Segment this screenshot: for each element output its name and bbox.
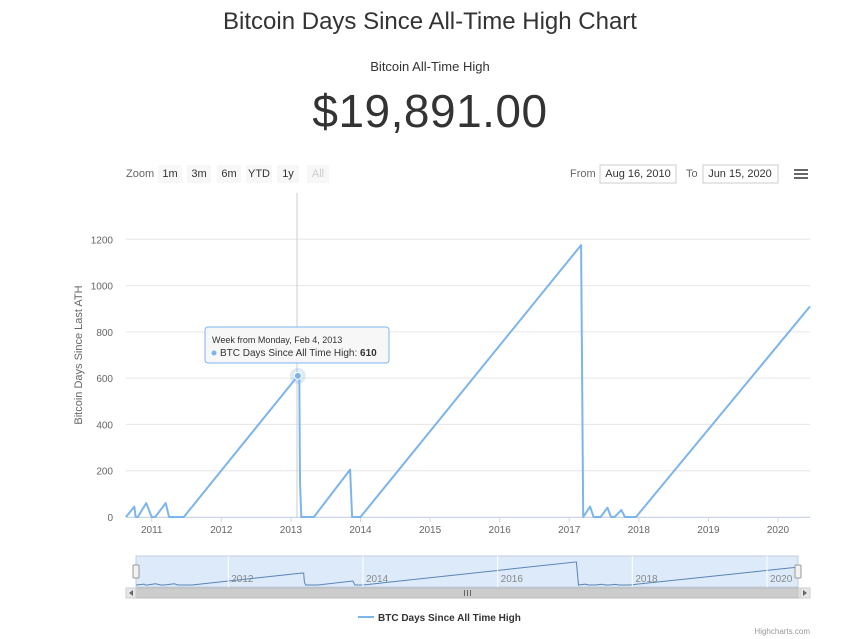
navigator-selection[interactable]: [135, 555, 799, 588]
x-tick-label: 2017: [558, 525, 581, 536]
to-label: To: [686, 168, 698, 180]
from-label: From: [570, 168, 596, 180]
x-tick-label: 2013: [280, 525, 303, 536]
tooltip: Week from Monday, Feb 4, 2013 BTC Days S…: [204, 326, 390, 364]
navigator-label: 2020: [770, 574, 793, 585]
x-axis-ticks: 2011 2012 2013 2014 2015 2016 2017 2018 2019 2020: [141, 517, 790, 536]
to-date-input[interactable]: [702, 164, 779, 184]
x-tick-label: 2016: [489, 525, 512, 536]
zoom-button-label-1m: 1m: [162, 168, 177, 180]
hamburger-menu-icon[interactable]: [790, 165, 812, 183]
navigator[interactable]: 2012 2014 2016 2018 2020: [132, 555, 802, 588]
zoom-button-3m[interactable]: [187, 165, 211, 183]
zoom-label: Zoom: [126, 168, 154, 180]
x-tick-label: 2012: [210, 525, 233, 536]
plot-grid: [126, 238, 810, 518]
tooltip-box: [204, 326, 390, 364]
zoom-button-6m[interactable]: [217, 165, 241, 183]
y-tick-label: 0: [107, 513, 113, 524]
y-axis-title: Bitcoin Days Since Last ATH: [73, 285, 85, 424]
zoom-button-group: 1m 3m 6m YTD 1y All: [158, 165, 329, 183]
from-date-input[interactable]: [599, 164, 677, 184]
zoom-button-label-6m: 6m: [221, 168, 236, 180]
zoom-button-label-3m: 3m: [191, 168, 206, 180]
y-tick-label: 1200: [91, 235, 114, 246]
tooltip-header: Week from Monday, Feb 4, 2013: [212, 335, 342, 345]
tooltip-series-label: BTC Days Since All Time High:: [220, 348, 360, 359]
y-tick-label: 200: [96, 467, 113, 478]
navigator-left-handle[interactable]: [132, 564, 140, 579]
zoom-button-all[interactable]: [307, 165, 329, 183]
series-line-btc-days: [125, 244, 811, 518]
x-tick-label: 2015: [419, 525, 442, 536]
tooltip-value: 610: [360, 348, 377, 359]
from-date-value: Aug 16, 2010: [605, 168, 670, 180]
zoom-button-1y[interactable]: [277, 165, 299, 183]
navigator-labels: 2012 2014 2016 2018 2020: [227, 556, 793, 587]
navigator-scrollbar[interactable]: [125, 587, 811, 599]
chevron-left-icon: [129, 590, 133, 596]
x-tick-label: 2019: [697, 525, 720, 536]
navigator-label: 2014: [366, 574, 389, 585]
x-tick-label: 2020: [767, 525, 790, 536]
x-tick-label: 2018: [628, 525, 651, 536]
x-tick-label: 2011: [141, 525, 163, 536]
hover-point: [289, 367, 306, 384]
y-tick-label: 400: [96, 420, 113, 431]
ath-value: $19,891.00: [312, 85, 548, 137]
y-axis-ticks: 0 200 400 600 800 1000 1200: [91, 235, 114, 524]
ath-label: Bitcoin All-Time High: [370, 59, 490, 74]
tooltip-body: BTC Days Since All Time High: 610: [220, 348, 377, 359]
legend-item-label[interactable]: BTC Days Since All Time High: [378, 613, 521, 624]
zoom-button-ytd[interactable]: [246, 165, 272, 183]
navigator-label: 2016: [501, 574, 524, 585]
range-selector: Zoom 1m 3m 6m YTD 1y All From Aug 16, 2010 To…: [126, 164, 812, 184]
credits-link[interactable]: Highcharts.com: [754, 627, 810, 636]
navigator-series-line: [135, 561, 799, 586]
navigator-label: 2018: [635, 574, 658, 585]
legend[interactable]: BTC Days Since All Time High: [358, 613, 521, 624]
navigator-label: 2012: [231, 574, 254, 585]
y-tick-label: 800: [96, 328, 113, 339]
chevron-right-icon: [803, 590, 807, 596]
y-tick-label: 600: [96, 374, 113, 385]
tooltip-series-dot: [211, 350, 217, 356]
zoom-button-label-all: All: [312, 168, 324, 180]
zoom-button-label-ytd: YTD: [248, 168, 270, 180]
y-tick-label: 1000: [91, 282, 114, 293]
page-title: Bitcoin Days Since All-Time High Chart: [223, 8, 637, 35]
zoom-button-label-1y: 1y: [282, 168, 294, 180]
to-date-value: Jun 15, 2020: [708, 168, 772, 180]
zoom-button-1m[interactable]: [158, 165, 182, 183]
x-tick-label: 2014: [349, 525, 372, 536]
navigator-right-handle[interactable]: [794, 564, 802, 579]
hover-point-marker: [293, 371, 302, 380]
scrollbar-grip-icon: [464, 590, 471, 596]
